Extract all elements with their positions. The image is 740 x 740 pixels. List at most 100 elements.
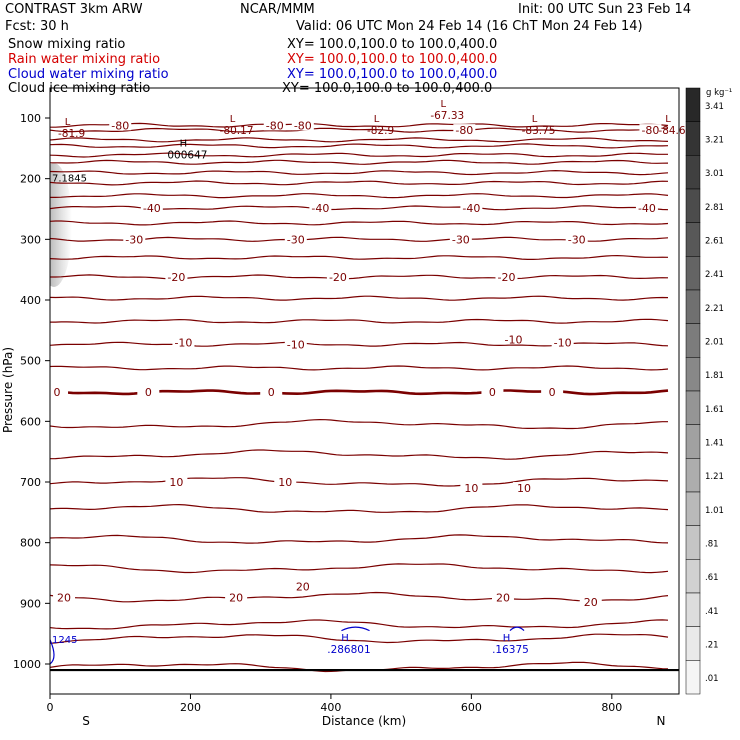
colorbar-label: 1.81 <box>705 371 724 381</box>
colorbar-swatch <box>685 525 701 560</box>
isotherm--80 <box>50 127 668 133</box>
contour-label: 0 <box>145 386 152 399</box>
colorbar-label: 1.41 <box>705 439 724 449</box>
extremum-marker: L <box>65 117 71 128</box>
colorbar-swatch <box>685 626 701 661</box>
contour-label: -80 <box>455 124 473 137</box>
contour-label: 20 <box>57 591 71 604</box>
x-tick-label: 800 <box>601 701 622 714</box>
colorbar-label: 3.21 <box>705 136 724 146</box>
contour-label: -20 <box>497 271 515 284</box>
contour-label-bg <box>502 333 525 345</box>
contour-label: 10 <box>278 476 292 489</box>
end-label-south: S <box>82 714 90 728</box>
edge-label: 1245 <box>52 635 77 646</box>
extremum-marker: L <box>532 114 538 125</box>
contour-label-bg <box>551 336 574 348</box>
field-name-cloud-water: Cloud water mixing ratio <box>8 67 169 82</box>
isotherm-20 <box>50 563 669 574</box>
extremum-value: .286801 <box>327 644 370 656</box>
contour-label: -40 <box>462 202 480 215</box>
contour-label-bg <box>495 270 518 282</box>
colorbar-label: 2.41 <box>705 270 724 280</box>
contour-label: -80 <box>266 119 284 132</box>
contour-label: -30 <box>287 233 305 246</box>
colorbar-label: .81 <box>705 540 719 550</box>
colorbar-swatch <box>685 155 701 190</box>
isotherm--30 <box>50 220 669 226</box>
contour-label: -10 <box>505 333 523 346</box>
contour-label-bg <box>165 270 188 282</box>
contour-label: -20 <box>167 271 185 284</box>
contour-label: -40 <box>311 202 329 215</box>
contour-label-bg <box>46 386 69 398</box>
contour-label-bg <box>635 201 658 213</box>
isotherm--10 <box>50 295 669 301</box>
colorbar-label: 1.21 <box>705 472 724 482</box>
contour-label-bg <box>274 476 297 487</box>
x-axis-label: Distance (km) <box>322 714 406 728</box>
x-tick-label: 200 <box>180 701 201 714</box>
extremum-value: -80.17 <box>220 125 254 137</box>
extremum-marker: H <box>503 633 511 644</box>
y-tick-label: 300 <box>20 233 41 246</box>
plot-frame <box>49 87 680 695</box>
contour-label-bg <box>260 386 283 398</box>
y-tick-label: 1000 <box>13 658 41 671</box>
colorbar-swatch <box>685 559 701 594</box>
y-tick-label: 500 <box>20 355 41 368</box>
isotherm--40 <box>50 193 669 199</box>
contour-label-bg <box>326 270 349 282</box>
contour-label-bg <box>140 201 163 213</box>
model-name: CONTRAST 3km ARW <box>5 2 143 17</box>
colorbar-swatch <box>685 121 701 156</box>
contour-label: -80 <box>111 119 129 132</box>
colorbar-swatch <box>685 592 701 627</box>
isotherm-0 <box>50 365 669 371</box>
y-tick-label: 200 <box>20 173 41 186</box>
isotherm-20 <box>50 503 669 513</box>
isotherm--80 <box>50 122 669 128</box>
contour-label: -10 <box>554 336 572 349</box>
colorbar-label: 2.01 <box>705 338 724 348</box>
contour-label: -10 <box>174 336 192 349</box>
isotherm--50 <box>50 180 669 186</box>
colorbar-swatch <box>685 289 701 324</box>
extremum-value: -84.6 <box>658 125 685 137</box>
contour-label: -40 <box>143 202 161 215</box>
contour-label: -80 <box>294 119 312 132</box>
colorbar-swatch <box>685 424 701 459</box>
contour-label-bg <box>53 591 76 603</box>
contour-label-bg <box>263 119 286 131</box>
isotherm--70 <box>50 137 669 143</box>
colorbar-swatch <box>685 357 701 392</box>
contour-label: -80 <box>641 124 659 137</box>
contour-label: 10 <box>464 482 478 495</box>
contour-label-bg <box>460 482 483 494</box>
x-tick-label: 400 <box>320 701 341 714</box>
institution: NCAR/MMM <box>240 2 315 17</box>
contour-label: -10 <box>287 338 305 351</box>
isotherm--30 <box>50 236 669 242</box>
y-tick-label: 900 <box>20 597 41 610</box>
contour-label-bg <box>460 201 483 213</box>
isotherm-30 <box>50 619 669 630</box>
isotherm--10 <box>50 318 669 324</box>
contour-label-bg <box>453 124 476 136</box>
contour-label: 0 <box>549 386 556 399</box>
contour-label-bg <box>309 201 332 213</box>
isotherm--20 <box>50 274 669 280</box>
colorbar-swatch <box>685 660 701 695</box>
contour-label: -30 <box>568 233 586 246</box>
isotherm--10 <box>50 341 669 347</box>
colorbar-label: 2.81 <box>705 203 724 213</box>
extremum-marker: L <box>665 114 671 125</box>
colorbar-swatch <box>685 256 701 291</box>
contour-label-bg <box>225 591 248 603</box>
colorbar-swatch <box>685 458 701 493</box>
contour-label-bg <box>109 119 132 131</box>
field-name-rain: Rain water mixing ratio <box>8 52 161 67</box>
isotherm--20 <box>50 254 669 260</box>
colorbar-swatch <box>685 390 701 425</box>
isotherm--70 <box>50 143 669 149</box>
